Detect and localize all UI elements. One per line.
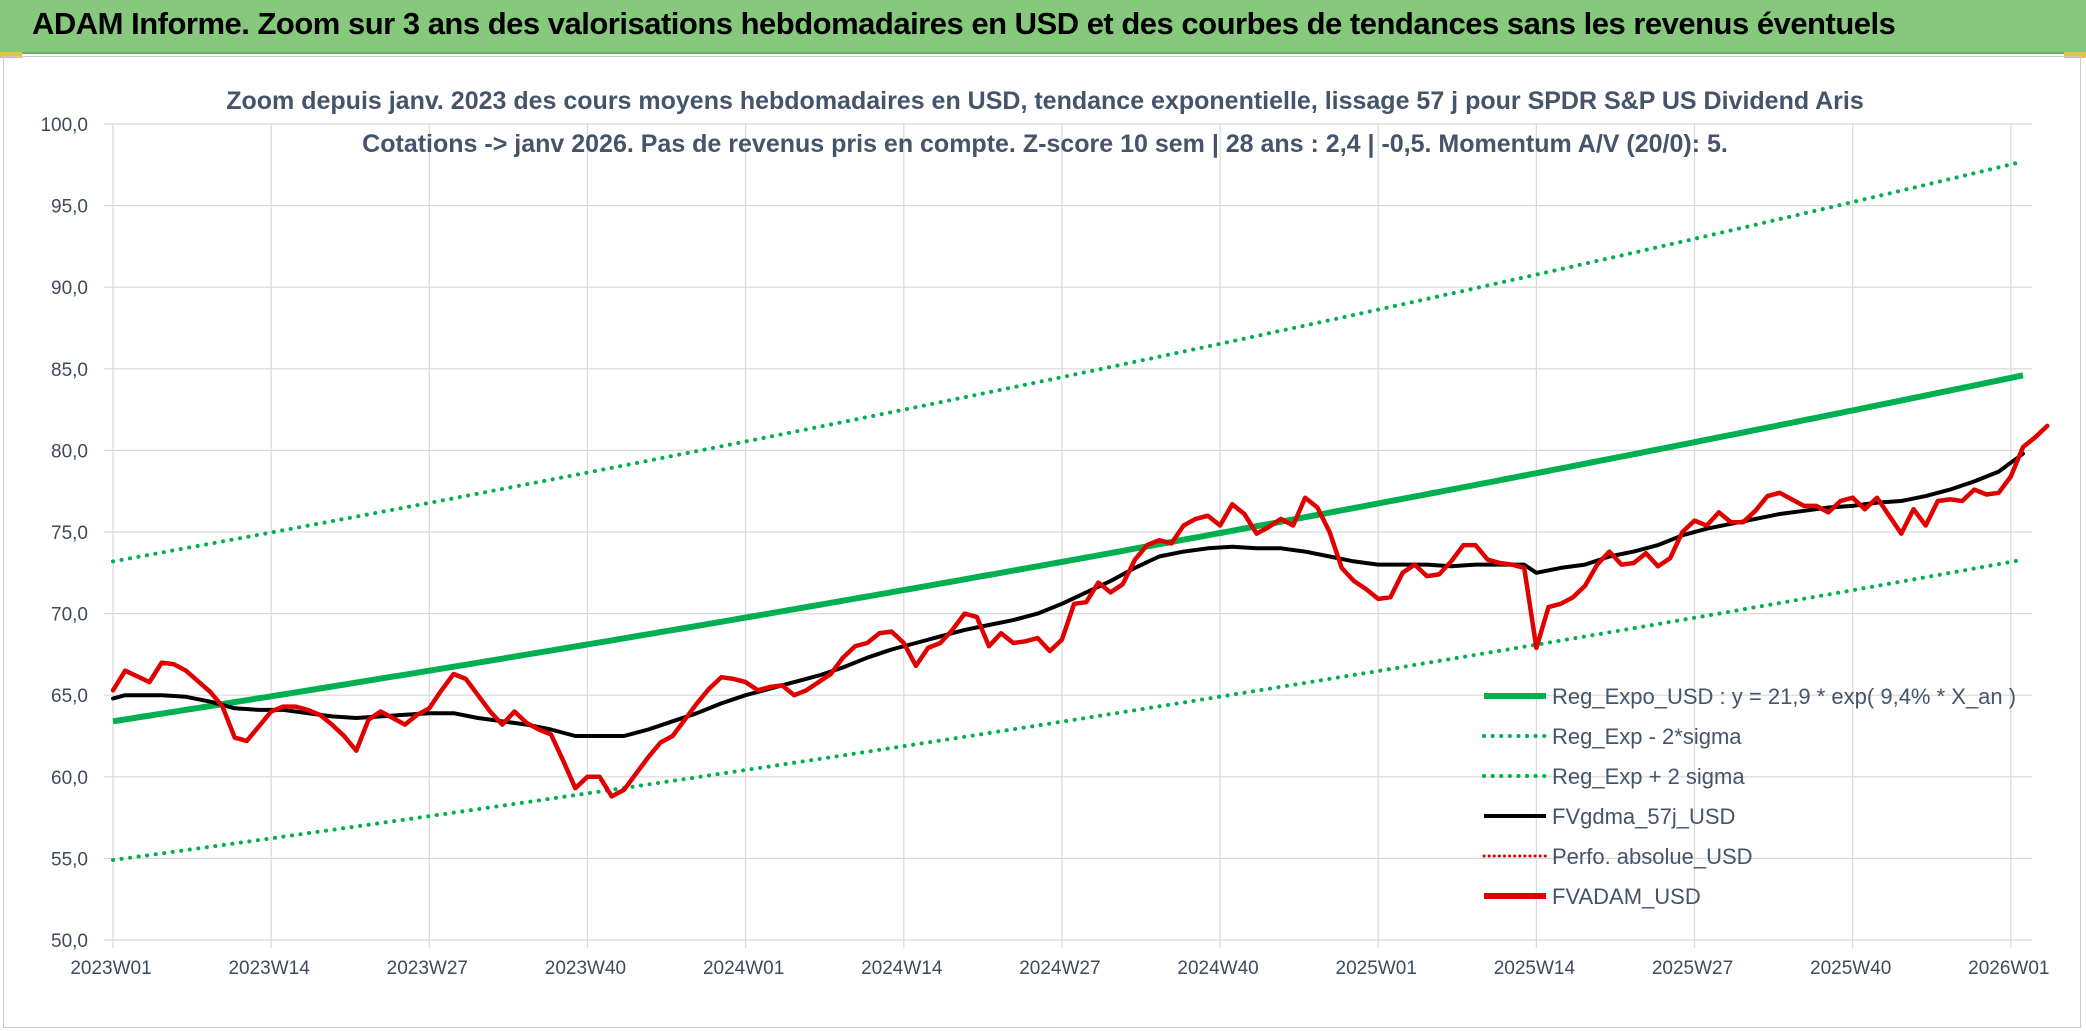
- series-fvadam: [110, 423, 2050, 799]
- x-axis: 2023W01 2023W14 2023W27 2023W40 2024W01 2024W…: [70, 958, 2049, 979]
- grid: [104, 123, 2032, 948]
- y-tick-label: 90,0: [51, 278, 88, 299]
- chart-title-line-1: Zoom depuis janv. 2023 des cours moyens …: [226, 87, 1864, 115]
- legend-label-fvgdma: FVgdma_57j_USD: [1552, 804, 1735, 829]
- series-group: [110, 159, 2050, 862]
- y-axis: 50,0 55,0 60,0 65,0 70,0 75,0 80,0 85,0 90,0 95,0…: [40, 115, 88, 952]
- legend-label-fvadam: FVADAM_USD: [1552, 884, 1701, 909]
- x-tick-label: 2025W01: [1336, 958, 1417, 979]
- y-tick-label: 65,0: [51, 686, 88, 707]
- chart-title-line-2: Cotations -> janv 2026. Pas de revenus p…: [362, 130, 1728, 158]
- y-tick-label: 85,0: [51, 360, 88, 381]
- legend: Reg_Expo_USD : y = 21,9 * exp( 9,4% * X_…: [1482, 684, 2016, 909]
- legend-label-upper: Reg_Exp + 2 sigma: [1552, 764, 1745, 789]
- series-lower: [111, 557, 2025, 862]
- banner: ADAM Informe. Zoom sur 3 ans des valoris…: [0, 0, 2086, 54]
- series-upper: [111, 159, 2025, 564]
- x-tick-label: 2023W14: [228, 958, 310, 979]
- legend-label-perfo: Perfo. absolue_USD: [1552, 844, 1753, 869]
- x-tick-label: 2024W14: [861, 958, 943, 979]
- x-tick-label: 2025W14: [1494, 958, 1576, 979]
- series-fvgdma: [111, 451, 2025, 738]
- x-tick-label: 2026W01: [1968, 958, 2049, 979]
- legend-label-reg: Reg_Expo_USD : y = 21,9 * exp( 9,4% * X_…: [1552, 684, 2016, 709]
- y-tick-label: 75,0: [51, 523, 88, 544]
- x-tick-label: 2024W40: [1177, 958, 1258, 979]
- y-tick-label: 55,0: [51, 849, 88, 870]
- x-tick-label: 2024W01: [703, 958, 784, 979]
- y-tick-label: 95,0: [51, 197, 88, 218]
- y-tick-label: 60,0: [51, 768, 88, 789]
- corner-mark-left: [0, 52, 22, 58]
- y-tick-label: 50,0: [51, 931, 88, 952]
- banner-title: ADAM Informe. Zoom sur 3 ans des valoris…: [32, 6, 1896, 41]
- x-tick-label: 2023W27: [387, 958, 468, 979]
- x-tick-label: 2025W40: [1810, 958, 1891, 979]
- legend-label-lower: Reg_Exp - 2*sigma: [1552, 724, 1742, 749]
- x-tick-label: 2024W27: [1019, 958, 1100, 979]
- y-tick-label: 70,0: [51, 605, 88, 626]
- chart-frame: [3, 56, 2081, 1028]
- y-tick-label: 100,0: [40, 115, 88, 136]
- series-reg: [112, 372, 2024, 725]
- x-tick-label: 2023W01: [70, 958, 151, 979]
- corner-mark-right: [2064, 52, 2086, 58]
- x-tick-label: 2023W40: [545, 958, 626, 979]
- y-tick-label: 80,0: [51, 441, 88, 462]
- chart-title: Zoom depuis janv. 2023 des cours moyens …: [226, 87, 1864, 158]
- x-tick-label: 2025W27: [1652, 958, 1733, 979]
